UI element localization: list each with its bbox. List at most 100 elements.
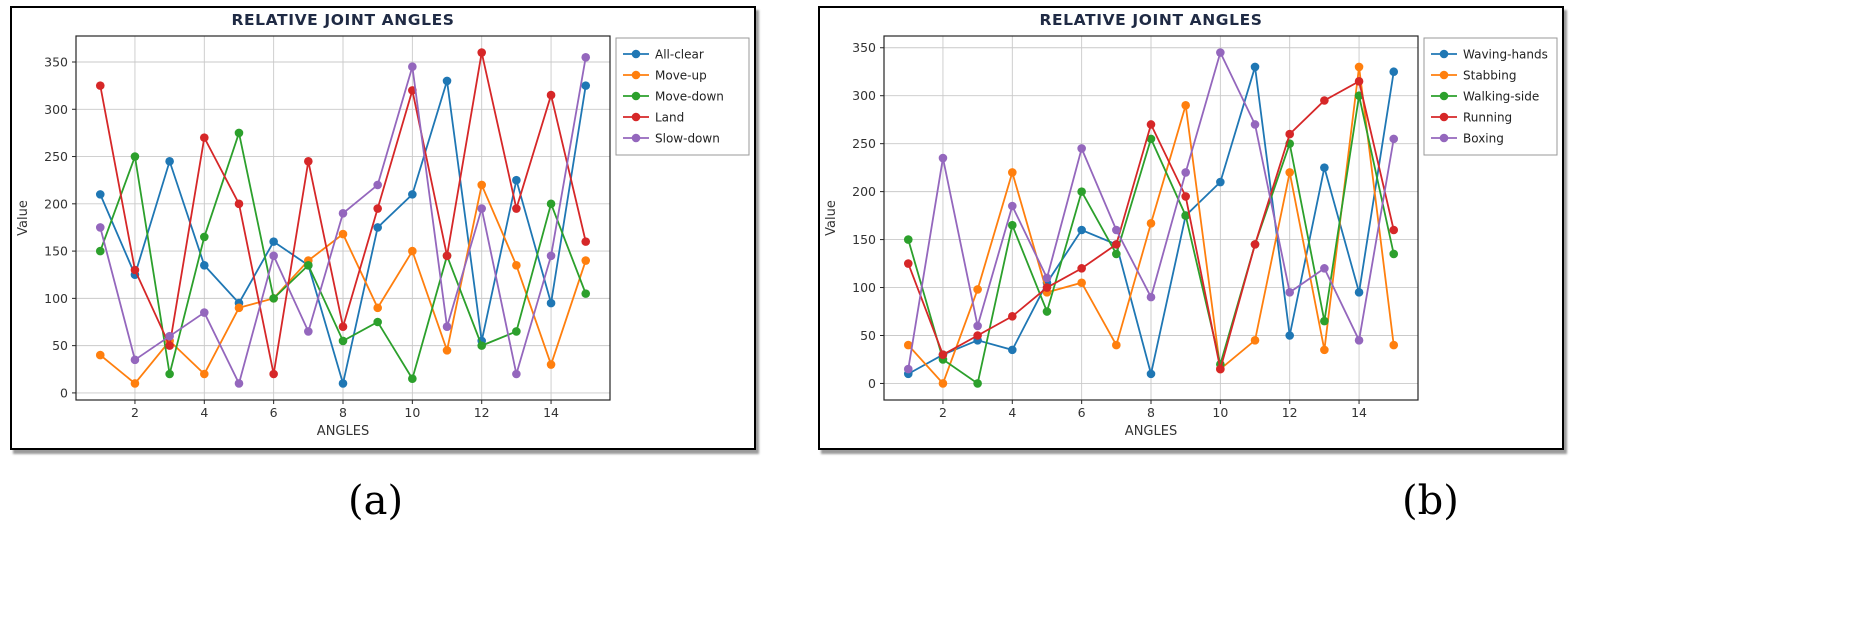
- data-point: [165, 341, 174, 350]
- data-point: [373, 180, 382, 190]
- x-tick-label: 14: [543, 405, 559, 420]
- data-point: [477, 204, 487, 213]
- data-point: [581, 256, 591, 265]
- x-tick-label: 2: [939, 405, 947, 420]
- legend-item-move-up: Move-up: [623, 69, 707, 83]
- data-point: [338, 229, 348, 239]
- legend-marker: [631, 91, 641, 101]
- legend-marker: [1439, 133, 1449, 143]
- data-point: [1354, 335, 1364, 345]
- data-point: [1320, 163, 1329, 172]
- y-tick-label: 50: [860, 328, 876, 343]
- x-tick-label: 14: [1351, 405, 1367, 420]
- y-tick-label: 100: [852, 280, 876, 295]
- data-point: [903, 259, 913, 268]
- data-point: [1146, 120, 1156, 129]
- y-tick-label: 300: [44, 102, 68, 117]
- data-point: [1285, 129, 1295, 139]
- data-point: [304, 327, 313, 336]
- x-axis-label: ANGLES: [1125, 424, 1177, 439]
- data-point: [512, 175, 521, 185]
- x-tick-label: 4: [1008, 405, 1016, 420]
- data-point: [973, 379, 982, 388]
- data-point: [1285, 331, 1295, 340]
- data-point: [973, 331, 982, 340]
- legend-item-waving-hands: Waving-hands: [1431, 48, 1548, 62]
- data-point: [130, 152, 140, 161]
- data-point: [95, 81, 105, 90]
- data-point: [269, 237, 278, 246]
- data-point: [938, 153, 948, 163]
- data-point: [938, 379, 948, 388]
- series-running: [903, 77, 1399, 374]
- data-point: [95, 223, 105, 232]
- data-point: [1354, 77, 1364, 86]
- x-tick-label: 10: [1212, 405, 1228, 420]
- data-point: [1216, 177, 1225, 187]
- legend-item-boxing: Boxing: [1431, 132, 1504, 146]
- data-point: [1077, 225, 1086, 235]
- y-axis-label: Value: [16, 200, 31, 236]
- data-point: [165, 331, 174, 341]
- y-tick-label: 300: [852, 88, 876, 103]
- data-point: [199, 133, 209, 142]
- legend-label: Slow-down: [655, 132, 720, 146]
- data-point: [581, 237, 591, 246]
- y-tick-label: 0: [868, 376, 876, 391]
- legend-item-slow-down: Slow-down: [623, 132, 720, 146]
- data-point: [546, 360, 556, 369]
- data-point: [1181, 192, 1190, 201]
- legend-marker: [631, 133, 641, 143]
- data-point: [546, 251, 556, 261]
- y-axis-label: Value: [824, 200, 839, 236]
- caption-a: (a): [348, 478, 404, 524]
- legend-marker: [1439, 70, 1449, 80]
- data-point: [903, 340, 913, 350]
- y-tick-label: 350: [852, 40, 876, 55]
- legend-item-land: Land: [623, 111, 684, 125]
- axes: 2 4 6 8 10 12 14 0 50 100 150 200 250 300 350: [852, 40, 1367, 420]
- legend-label: Stabbing: [1463, 69, 1516, 83]
- data-point: [338, 379, 348, 388]
- data-point: [477, 180, 487, 190]
- data-point: [1250, 120, 1260, 129]
- legend: All-clear Move-up Move-down Land Slow-down: [615, 37, 750, 156]
- data-point: [1181, 100, 1190, 110]
- series-boxing: [903, 48, 1399, 374]
- y-tick-label: 200: [44, 196, 68, 211]
- legend-label: All-clear: [655, 48, 704, 62]
- data-point: [130, 265, 140, 275]
- data-point: [442, 76, 452, 86]
- data-point: [442, 346, 452, 355]
- data-point: [269, 294, 278, 303]
- legend-marker: [1439, 91, 1449, 101]
- legend-label: Move-down: [655, 90, 724, 104]
- data-point: [304, 260, 313, 270]
- data-point: [581, 81, 591, 90]
- data-point: [512, 369, 521, 379]
- data-point: [512, 260, 521, 270]
- chart-panel-a: 2 4 6 8 10 12 14 0 50 100 150 200 250 300 350 RELATIVE …: [10, 6, 756, 450]
- data-point: [373, 317, 382, 327]
- legend-marker: [631, 112, 641, 122]
- data-point: [95, 246, 105, 256]
- data-point: [1077, 187, 1086, 196]
- legend-marker: [631, 70, 641, 80]
- data-point: [973, 321, 982, 331]
- data-point: [477, 48, 487, 57]
- data-point: [581, 289, 591, 298]
- data-point: [234, 128, 244, 138]
- y-tick-label: 350: [44, 55, 68, 70]
- legend-marker: [1439, 112, 1449, 122]
- data-point: [269, 251, 278, 261]
- data-point: [442, 322, 452, 332]
- data-point: [1112, 249, 1121, 259]
- series-slow-down: [95, 52, 591, 388]
- data-point: [903, 235, 913, 244]
- data-point: [373, 204, 382, 213]
- data-point: [1146, 134, 1156, 144]
- legend-item-move-down: Move-down: [623, 90, 724, 104]
- x-tick-label: 8: [339, 405, 347, 420]
- data-point: [199, 232, 209, 242]
- data-point: [165, 156, 174, 166]
